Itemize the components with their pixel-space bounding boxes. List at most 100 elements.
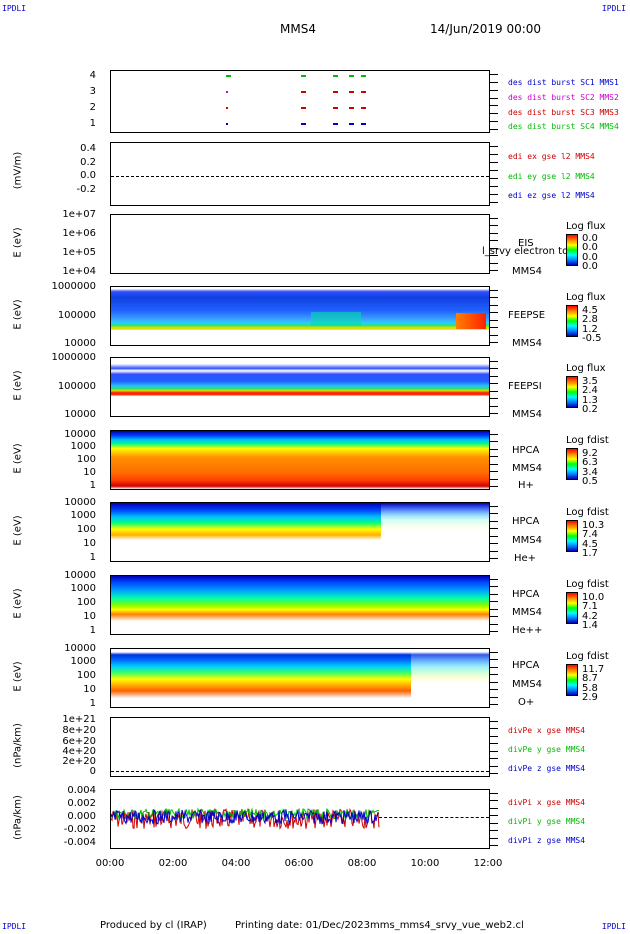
panel-edge-tick: [490, 240, 498, 242]
p9-ytick-4: 1: [89, 698, 96, 709]
panel-edge-tick: [490, 97, 498, 99]
panel-edge-tick: [490, 463, 498, 465]
panel-edge-tick: [490, 543, 498, 545]
p6-cval-3: 0.5: [582, 476, 598, 487]
panel-edge-tick: [490, 689, 498, 691]
p1-legend-2: des dist burst SC3 MMS3: [508, 108, 619, 117]
panel-edge-tick: [490, 750, 498, 752]
panel-edge-tick: [490, 486, 498, 487]
panel-edge-tick: [490, 383, 498, 385]
panel-edge-tick: [490, 368, 498, 370]
p9-ytick-0: 10000: [64, 643, 96, 654]
p5-cval-2: 1.3: [582, 395, 598, 406]
p3-sc: MMS4: [512, 266, 542, 277]
panel-divpi: [110, 789, 490, 849]
p5-sc: MMS4: [512, 409, 542, 420]
p4-ytick-0: 1000000: [51, 281, 96, 292]
p3-cval-1: 0.0: [582, 242, 598, 253]
p5-ytick-2: 10000: [64, 409, 96, 420]
p6-species: H+: [518, 480, 534, 491]
p5-ytick-0: 1000000: [51, 352, 96, 363]
p1-ytick-3: 1: [89, 118, 96, 129]
panel-edge-tick: [490, 830, 498, 832]
panel-edge-tick: [490, 113, 498, 115]
panel-edge-tick: [490, 837, 498, 839]
panel-edge-tick: [490, 735, 498, 737]
p7-ytick-1: 1000: [70, 510, 96, 521]
p6-ytick-4: 1: [89, 480, 96, 491]
p4-cval-1: 2.8: [582, 314, 598, 325]
spacecraft-title: MMS4: [280, 22, 316, 36]
p7-ytick-2: 100: [76, 524, 96, 535]
p7-ylabel: E (eV): [12, 515, 24, 546]
p8-cval-2: 4.2: [582, 611, 598, 622]
divpi-z-line: [111, 808, 379, 826]
p2-legend-1: edi ey gse l2 MMS4: [508, 172, 595, 181]
panel-edge-tick: [490, 334, 498, 336]
panel-edge-tick: [490, 478, 498, 480]
p2-ylabel: (mV/m): [12, 151, 24, 190]
p6-cval-0: 9.2: [582, 448, 598, 459]
panel-edge-tick: [490, 342, 498, 343]
p4-cval-2: 1.2: [582, 324, 598, 335]
p8-inst: HPCA: [512, 589, 540, 600]
p6-cval-2: 3.4: [582, 467, 598, 478]
panel-edge-tick: [490, 398, 498, 400]
panel-edge-tick: [490, 327, 498, 329]
panel-edge-tick: [490, 154, 498, 155]
p5-cval-3: 0.2: [582, 404, 598, 415]
panel-divpe: [110, 717, 490, 777]
p4-ytick-2: 10000: [64, 338, 96, 349]
footer-produced: Produced by cl (IRAP): [100, 920, 207, 931]
p5-cval-1: 2.4: [582, 385, 598, 396]
p3-cval-0: 0.0: [582, 233, 598, 244]
footer-file: mms_mms4_srvy_vue_web2.cl: [370, 920, 524, 931]
p9-sc: MMS4: [512, 679, 542, 690]
p7-colorbar: [566, 520, 578, 552]
panel-edge-tick: [490, 674, 498, 676]
panel-edge-tick: [490, 225, 498, 227]
panel-edge-tick: [490, 793, 498, 794]
p2-ytick-2: 0.0: [80, 170, 96, 181]
xtick-3: 06:00: [284, 858, 314, 869]
panel-edge-tick: [490, 765, 498, 767]
p9-species: O+: [518, 697, 535, 708]
panel-hpca-hepp: [110, 575, 490, 635]
panel-edge-tick: [490, 361, 498, 362]
p7-species: He+: [514, 553, 537, 564]
p6-ytick-0: 10000: [64, 429, 96, 440]
p4-colorbar: [566, 305, 578, 337]
p9-cval-3: 2.9: [582, 692, 598, 703]
p1-ytick-1: 3: [89, 86, 96, 97]
footer-printing: Printing date: 01/Dec/2023: [235, 920, 371, 931]
panel-edge-tick: [490, 696, 498, 698]
p5-inst: FEEPSI: [508, 381, 542, 392]
panel-edge-tick: [490, 593, 498, 595]
panel-edge-tick: [490, 434, 498, 435]
panel-edge-tick: [490, 170, 498, 171]
p3-ytick-2: 1e+05: [62, 247, 96, 258]
panel-edge-tick: [490, 129, 498, 130]
p2-legend-2: edi ez gse l2 MMS4: [508, 191, 595, 200]
panel-feepse: [110, 286, 490, 346]
p4-ylabel: E (eV): [12, 299, 24, 330]
panel-edge-tick: [490, 74, 498, 75]
p7-cval-2: 4.5: [582, 539, 598, 550]
panel-eis: [110, 214, 490, 274]
p6-ytick-3: 10: [83, 467, 96, 478]
panel-edge-tick: [490, 162, 498, 163]
panel-edi: [110, 142, 490, 206]
xtick-0: 00:00: [95, 858, 125, 869]
panel-edge-tick: [490, 631, 498, 632]
p9-ytick-2: 100: [76, 670, 96, 681]
p6-ylabel: E (eV): [12, 443, 24, 474]
p8-colorbar: [566, 592, 578, 624]
p1-legend-3: des dist burst SC4 MMS4: [508, 122, 619, 131]
panel-edge-tick: [490, 319, 498, 321]
panel-edge-tick: [490, 375, 498, 377]
xtick-1: 02:00: [158, 858, 188, 869]
panel-burst: [110, 70, 490, 133]
panel-edge-tick: [490, 659, 498, 661]
xtick-5: 10:00: [410, 858, 440, 869]
panel-edge-tick: [490, 681, 498, 683]
